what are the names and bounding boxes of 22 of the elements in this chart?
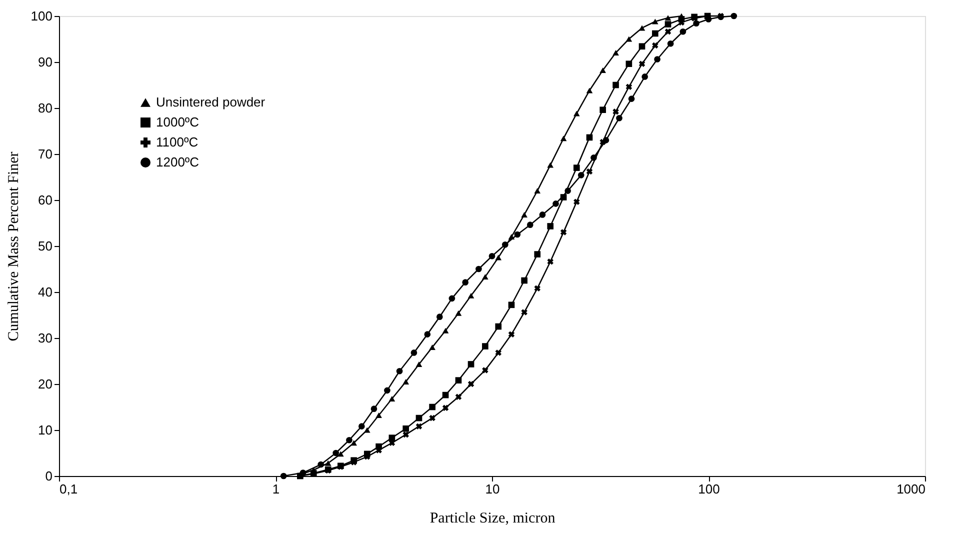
legend-label: 1000ºC xyxy=(156,114,200,130)
legend-label: Unsintered powder xyxy=(156,94,266,110)
legend-label: 1200ºC xyxy=(156,154,200,170)
y-tick-label: 90 xyxy=(38,54,52,70)
legend-label: 1100ºC xyxy=(156,134,198,150)
x-tick-label: 0,1 xyxy=(60,482,78,496)
y-tick-label: 40 xyxy=(38,284,52,300)
x-tick-label: 1 xyxy=(272,482,280,496)
x-tick-label: 10 xyxy=(485,482,500,496)
y-tick-label: 50 xyxy=(38,238,52,254)
y-tick-label: 70 xyxy=(38,146,52,162)
y-axis-title: Cumulative Mass Percent Finer xyxy=(6,152,22,342)
y-tick-label: 60 xyxy=(38,192,52,208)
x-tick-label: 1000 xyxy=(896,482,926,496)
y-tick-label: 30 xyxy=(38,330,52,346)
y-tick-label: 20 xyxy=(38,376,52,392)
y-tick-label: 80 xyxy=(38,100,52,116)
y-tick-label: 100 xyxy=(30,8,52,24)
y-tick-label: 10 xyxy=(38,422,52,438)
x-axis-title: Particle Size, micron xyxy=(430,510,556,526)
y-tick-label: 0 xyxy=(45,468,52,484)
x-tick-label: 100 xyxy=(698,482,720,496)
